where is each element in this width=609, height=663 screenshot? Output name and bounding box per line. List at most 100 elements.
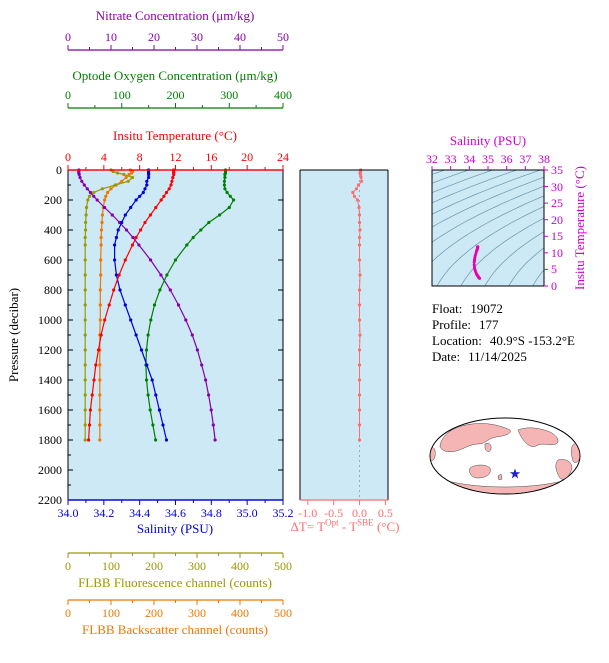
ts-salinity-tick-label: 32 bbox=[426, 152, 438, 166]
location-label: Location: bbox=[432, 333, 482, 348]
float-label: Float: bbox=[432, 301, 463, 316]
delta-t-title-part2: - T bbox=[338, 519, 358, 534]
date-value: 11/14/2025 bbox=[468, 349, 527, 364]
location-value: 40.9°S -153.2°E bbox=[489, 333, 575, 348]
temperature-tick-label: 20 bbox=[241, 150, 254, 164]
backscatter-tick-label: 300 bbox=[188, 606, 206, 620]
salinity-tick-label: 34.0 bbox=[57, 506, 79, 520]
oxygen-tick-label: 200 bbox=[166, 88, 185, 102]
temperature-profile-curve bbox=[87, 168, 176, 442]
temperature-tick-label: 16 bbox=[205, 150, 218, 164]
pressure-tick-label: 2200 bbox=[38, 493, 62, 507]
salinity-tick-label: 34.4 bbox=[129, 506, 151, 520]
salinity-tick-label: 34.6 bbox=[165, 506, 186, 520]
ts-temperature-tick-label: 5 bbox=[551, 262, 557, 277]
nitrate-tick-label: 30 bbox=[191, 30, 203, 44]
fluorescence-tick-label: 400 bbox=[231, 559, 249, 573]
pressure-tick-label: 0 bbox=[56, 163, 62, 177]
delta-t-title-sup-opt: Opt bbox=[325, 517, 339, 528]
temperature-tick-label: 8 bbox=[136, 150, 143, 164]
ts-salinity-tick-label: 35 bbox=[482, 152, 494, 166]
ts-salinity-tick-label: 33 bbox=[444, 152, 457, 166]
temperature-tick-label: 24 bbox=[277, 150, 289, 164]
oxygen-tick-label: 300 bbox=[220, 88, 239, 102]
temperature-tick-label: 12 bbox=[169, 150, 182, 164]
pressure-tick-label: 1800 bbox=[38, 433, 62, 447]
pressure-tick-label: 2000 bbox=[38, 463, 62, 477]
pressure-tick-label: 600 bbox=[44, 253, 62, 267]
ts-temperature-tick-label: 10 bbox=[551, 245, 563, 260]
ts-salinity-tick-label: 36 bbox=[500, 152, 513, 166]
pressure-tick-label: 1000 bbox=[38, 313, 62, 327]
ts-salinity-axis-title: Salinity (PSU) bbox=[449, 133, 527, 148]
nitrate-axis-title: Nitrate Concentration (μm/kg) bbox=[95, 8, 255, 23]
fluorescence-tick-label: 0 bbox=[65, 559, 71, 573]
profile-label: Profile: bbox=[432, 317, 471, 332]
oxygen-tick-label: 400 bbox=[274, 88, 292, 102]
oxygen-tick-label: 100 bbox=[112, 88, 131, 102]
delta-t-tick-label: -0.5 bbox=[324, 506, 344, 520]
world-map bbox=[429, 417, 581, 495]
ts-plot-background bbox=[432, 170, 544, 286]
ts-salinity-tick-label: 34 bbox=[463, 152, 476, 166]
salinity-tick-label: 35.2 bbox=[272, 506, 294, 520]
delta-t-title-sup-sbe: SBE bbox=[357, 517, 374, 528]
pressure-tick-label: 800 bbox=[44, 283, 62, 297]
float-id-line: Float: 19072 bbox=[432, 301, 503, 316]
location-star bbox=[509, 468, 521, 479]
salinity-axis-title: Salinity (PSU) bbox=[136, 521, 214, 536]
oxygen-profile-curve bbox=[144, 168, 236, 442]
delta-t-plot-background bbox=[300, 170, 388, 500]
date-label: Date: bbox=[432, 349, 461, 364]
delta-t-tick-label: 0.5 bbox=[377, 506, 393, 520]
backscatter-tick-label: 0 bbox=[65, 606, 71, 620]
oxygen-axis-title: Optode Oxygen Concentration (μm/kg) bbox=[72, 68, 278, 83]
backscatter-axis-title: FLBB Backscatter channel (counts) bbox=[82, 622, 268, 637]
ts-temperature-tick-label: 20 bbox=[551, 212, 563, 227]
temperature-axis-title: Insitu Temperature (°C) bbox=[113, 128, 237, 143]
fluorescence-tick-label: 200 bbox=[145, 559, 163, 573]
nitrate-tick-label: 0 bbox=[65, 30, 71, 44]
backscatter-tick-label: 400 bbox=[231, 606, 249, 620]
oxygen-tick-label: 0 bbox=[65, 88, 71, 102]
ts-salinity-tick-label: 37 bbox=[519, 152, 532, 166]
ts-temperature-tick-label: 30 bbox=[551, 179, 563, 194]
backscatter-tick-label: 500 bbox=[274, 606, 292, 620]
temperature-tick-label: 4 bbox=[100, 150, 107, 164]
delta-t-tick-label: -1.0 bbox=[298, 506, 318, 520]
delta-t-tick-label: 0.0 bbox=[352, 506, 368, 520]
temperature-tick-label: 0 bbox=[65, 150, 71, 164]
ts-salinity-tick-label: 38 bbox=[538, 152, 550, 166]
nitrate-tick-label: 50 bbox=[277, 30, 289, 44]
delta-t-title-part1: ΔT= T bbox=[290, 519, 326, 534]
profile-number-line: Profile: 177 bbox=[432, 317, 499, 332]
ts-temperature-tick-label: 25 bbox=[551, 196, 563, 211]
pressure-tick-label: 1600 bbox=[38, 403, 62, 417]
ts-temperature-tick-label: 35 bbox=[551, 163, 563, 177]
main-plot-background bbox=[68, 170, 283, 500]
nitrate-tick-label: 40 bbox=[234, 30, 246, 44]
fluorescence-profile-curve bbox=[83, 168, 135, 442]
nitrate-tick-label: 20 bbox=[148, 30, 160, 44]
salinity-tick-label: 35.0 bbox=[236, 506, 258, 520]
nitrate-tick-label: 10 bbox=[105, 30, 117, 44]
ts-curve bbox=[472, 245, 482, 280]
delta-t-title-part3: (°C) bbox=[373, 519, 400, 534]
ts-temperature-tick-label: 0 bbox=[551, 279, 557, 293]
delta-t-axis-title: ΔT= TOpt - TSBE (°C) bbox=[290, 517, 400, 534]
salinity-tick-label: 34.2 bbox=[93, 506, 115, 520]
profile-value: 177 bbox=[479, 317, 499, 332]
nitrate-profile-curve bbox=[77, 168, 217, 442]
pressure-tick-label: 1400 bbox=[38, 373, 62, 387]
pressure-axis-title: Pressure (decibar) bbox=[6, 287, 21, 383]
delta-t-curve bbox=[351, 168, 364, 442]
fluorescence-tick-label: 100 bbox=[102, 559, 120, 573]
backscatter-tick-label: 200 bbox=[145, 606, 163, 620]
location-line: Location: 40.9°S -153.2°E bbox=[432, 333, 575, 348]
fluorescence-tick-label: 500 bbox=[274, 559, 292, 573]
float-value: 19072 bbox=[470, 301, 503, 316]
pressure-tick-label: 1200 bbox=[38, 343, 62, 357]
salinity-tick-label: 34.8 bbox=[200, 506, 222, 520]
